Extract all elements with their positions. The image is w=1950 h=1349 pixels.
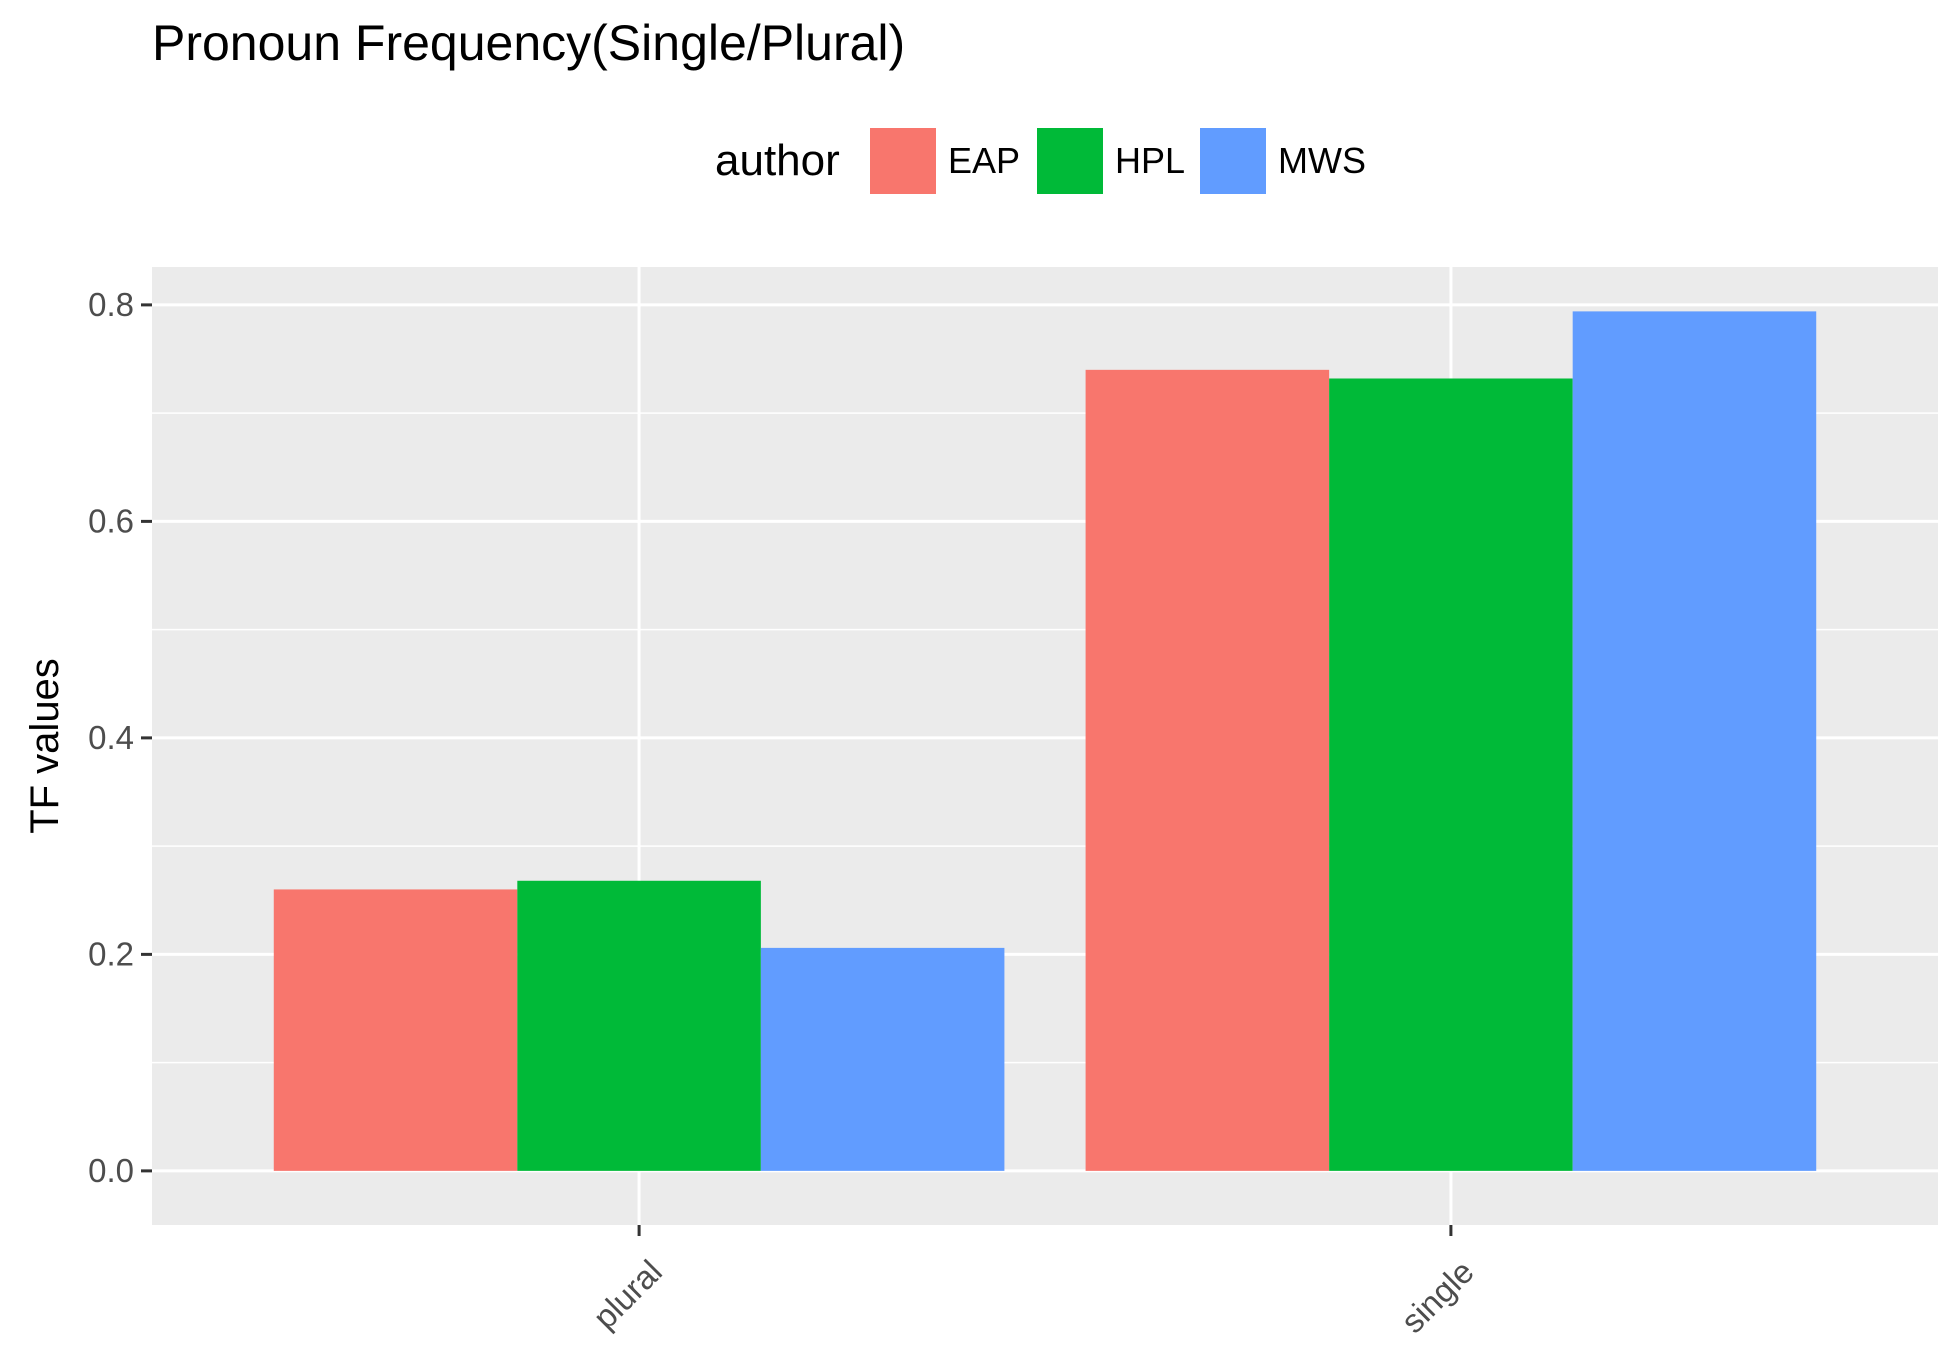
bars <box>273 311 1817 1171</box>
legend-label-hpl: HPL <box>1115 140 1186 181</box>
y-axis: 0.0 0.2 0.4 0.6 0.8 <box>88 286 152 1189</box>
legend-label-eap: EAP <box>948 140 1021 181</box>
legend-key-eap <box>870 128 936 194</box>
bar-eap-single <box>1085 369 1330 1171</box>
legend-title: author <box>715 136 840 185</box>
legend-label-mws: MWS <box>1278 140 1366 181</box>
legend: author EAP HPL MWS <box>0 122 1950 198</box>
y-tick-label: 0.8 <box>88 286 134 323</box>
chart-title: Pronoun Frequency(Single/Plural) <box>152 15 906 71</box>
legend-key-mws <box>1200 128 1266 194</box>
bar-hpl-plural <box>517 880 761 1171</box>
x-tick-label: plural <box>586 1253 669 1336</box>
y-axis-title: TF values <box>23 658 67 834</box>
bar-mws-single <box>1572 311 1817 1171</box>
y-tick-label: 0.0 <box>88 1152 134 1189</box>
bar-hpl-single <box>1329 378 1573 1171</box>
bar-mws-plural <box>760 947 1005 1171</box>
y-tick-label: 0.2 <box>88 935 134 972</box>
y-tick-label: 0.6 <box>88 502 134 539</box>
bar-eap-plural <box>273 889 518 1171</box>
y-tick-label: 0.4 <box>88 719 134 756</box>
legend-key-hpl <box>1037 128 1103 194</box>
x-tick-label: single <box>1394 1253 1481 1340</box>
x-axis: plural single <box>586 1225 1481 1340</box>
